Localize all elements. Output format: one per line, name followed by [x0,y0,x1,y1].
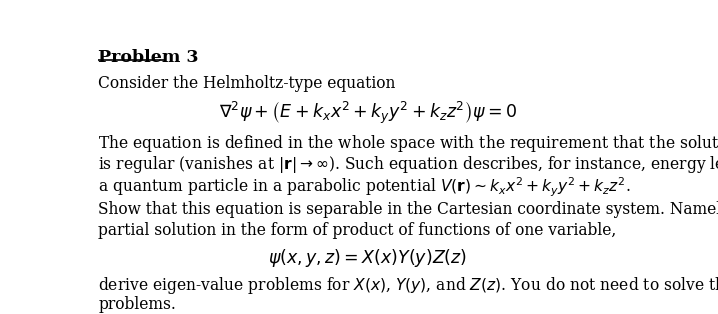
Text: The equation is defined in the whole space with the requirement that the solutio: The equation is defined in the whole spa… [98,133,718,154]
Text: Consider the Helmholtz-type equation: Consider the Helmholtz-type equation [98,75,396,92]
Text: a quantum particle in a parabolic potential $V(\mathbf{r}) \sim k_x x^2 + k_y y^: a quantum particle in a parabolic potent… [98,175,631,198]
Text: $\nabla^2\psi + \left(E + k_x x^2 + k_y y^2 + k_z z^2\right)\psi = 0$: $\nabla^2\psi + \left(E + k_x x^2 + k_y … [219,100,517,127]
Text: $\psi(x, y, z) = X(x)Y(y)Z(z)$: $\psi(x, y, z) = X(x)Y(y)Z(z)$ [269,247,467,269]
Text: Problem 3: Problem 3 [98,49,199,66]
Text: derive eigen-value problems for $X(x)$, $Y(y)$, and $Z(z)$. You do not need to s: derive eigen-value problems for $X(x)$, … [98,275,718,296]
Text: partial solution in the form of product of functions of one variable,: partial solution in the form of product … [98,222,616,239]
Text: problems.: problems. [98,296,176,313]
Text: is regular (vanishes at $|\mathbf{r}| \to \infty$). Such equation describes, for: is regular (vanishes at $|\mathbf{r}| \t… [98,154,718,175]
Text: Show that this equation is separable in the Cartesian coordinate system. Namely,: Show that this equation is separable in … [98,201,718,218]
